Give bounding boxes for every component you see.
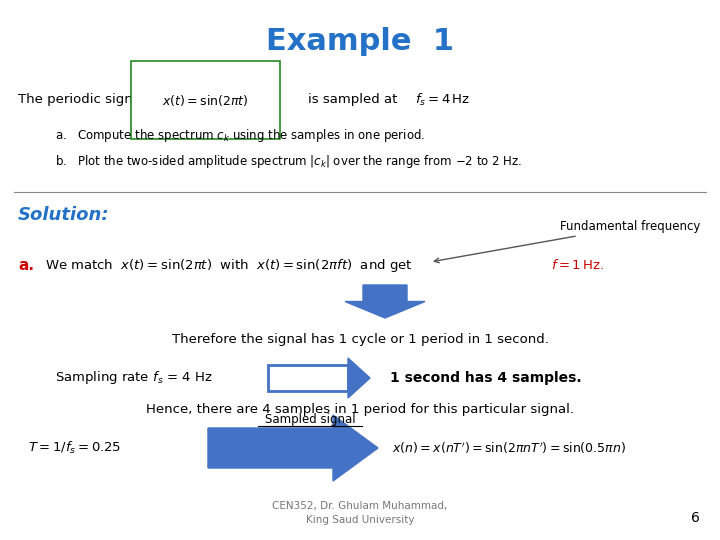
Text: Sampling rate $f_s$ = 4 Hz: Sampling rate $f_s$ = 4 Hz [55,369,213,387]
Text: CEN352, Dr. Ghulam Muhammad,
King Saud University: CEN352, Dr. Ghulam Muhammad, King Saud U… [272,501,448,525]
Text: $x(n) = x(nT') = \sin(2\pi nT') = \sin(0.5\pi n)$: $x(n) = x(nT') = \sin(2\pi nT') = \sin(0… [392,440,626,456]
Text: a.   Compute the spectrum $c_k$ using the samples in one period.: a. Compute the spectrum $c_k$ using the … [55,126,426,144]
Polygon shape [208,415,378,481]
Text: 1 second has 4 samples.: 1 second has 4 samples. [390,371,582,385]
Text: is sampled at: is sampled at [308,93,397,106]
Text: $x(t) = \sin(2\pi t)$: $x(t) = \sin(2\pi t)$ [162,92,248,107]
Polygon shape [345,285,425,318]
Text: $f = 1\,\mathrm{Hz}.$: $f = 1\,\mathrm{Hz}.$ [551,258,604,272]
Text: Solution:: Solution: [18,206,109,224]
Polygon shape [348,358,370,398]
Text: a.: a. [18,258,34,273]
Text: Therefore the signal has 1 cycle or 1 period in 1 second.: Therefore the signal has 1 cycle or 1 pe… [171,334,549,347]
FancyBboxPatch shape [268,365,348,391]
Text: Sampled signal: Sampled signal [265,413,355,426]
Text: b.   Plot the two-sided amplitude spectrum $|c_k|$ over the range from $-2$ to $: b. Plot the two-sided amplitude spectrum… [55,153,523,171]
Text: 6: 6 [691,511,700,525]
Text: The periodic signal:: The periodic signal: [18,93,149,106]
Text: Example  1: Example 1 [266,28,454,57]
Text: $f_s = 4\,\mathrm{Hz}$: $f_s = 4\,\mathrm{Hz}$ [415,92,470,108]
Text: Hence, there are 4 samples in 1 period for this particular signal.: Hence, there are 4 samples in 1 period f… [146,403,574,416]
Text: Fundamental frequency: Fundamental frequency [434,220,701,263]
Text: $T = 1/f_s = 0.25$: $T = 1/f_s = 0.25$ [28,440,121,456]
Text: We match  $x(t) = \sin(2\pi t)$  with  $x(t) = \sin(2\pi ft)$  and get: We match $x(t) = \sin(2\pi t)$ with $x(t… [45,256,417,273]
